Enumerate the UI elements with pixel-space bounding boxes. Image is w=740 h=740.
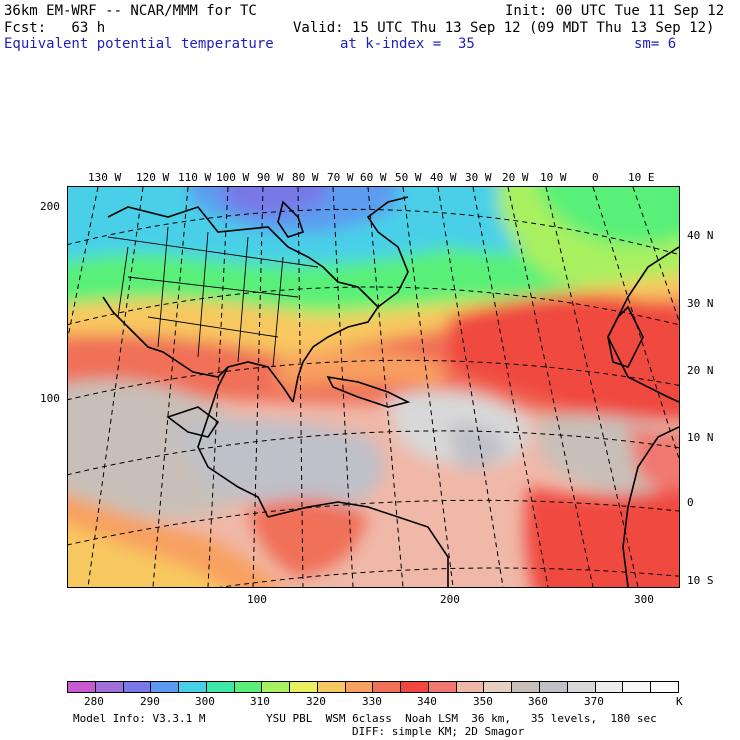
lon-label: 100 W xyxy=(216,171,250,184)
field-shading xyxy=(68,187,679,587)
legend-swatch xyxy=(484,682,513,692)
grid-x-label: 200 xyxy=(440,593,460,606)
init-time: Init: 00 UTC Tue 11 Sep 12 xyxy=(505,3,725,19)
legend-label: 280 xyxy=(84,695,104,708)
lat-label: 0 xyxy=(687,496,694,509)
lat-label: 40 N xyxy=(687,229,714,242)
theta-e-map xyxy=(67,186,680,588)
lon-label: 40 W xyxy=(430,171,457,184)
map-canvas xyxy=(68,187,679,587)
model-info: Model Info: V3.3.1 M xyxy=(73,712,206,725)
physics-info: YSU PBL WSM 6class Noah LSM 36 km, 35 le… xyxy=(266,712,657,725)
legend-swatch xyxy=(373,682,402,692)
lon-label: 80 W xyxy=(292,171,319,184)
graticule xyxy=(68,187,679,587)
legend-swatch xyxy=(123,682,152,692)
lon-label: 70 W xyxy=(327,171,354,184)
legend-label: 340 xyxy=(417,695,437,708)
legend-swatch xyxy=(234,682,263,692)
lon-label: 10 W xyxy=(540,171,567,184)
lon-label: 130 W xyxy=(88,171,122,184)
model-title: 36km EM-WRF -- NCAR/MMM for TC xyxy=(4,3,257,19)
lon-label: 50 W xyxy=(395,171,422,184)
legend-swatch xyxy=(512,682,541,692)
political-borders xyxy=(107,226,319,368)
lat-label: 10 S xyxy=(687,574,714,587)
diffusion-info: DIFF: simple KM; 2D Smagor xyxy=(352,725,525,738)
legend-swatch xyxy=(651,682,678,692)
legend-swatch xyxy=(401,682,429,692)
legend-swatch xyxy=(151,682,180,692)
lon-label: 60 W xyxy=(360,171,387,184)
grid-x-label: 100 xyxy=(247,593,267,606)
legend-label: 350 xyxy=(473,695,493,708)
legend-swatch xyxy=(595,682,624,692)
color-legend xyxy=(67,681,679,693)
legend-swatch xyxy=(95,682,124,692)
lat-label: 20 N xyxy=(687,364,714,377)
lon-label: 120 W xyxy=(136,171,170,184)
legend-swatch xyxy=(262,682,291,692)
legend-swatch xyxy=(428,682,457,692)
lon-label: 0 xyxy=(592,171,599,184)
legend-unit: K xyxy=(676,695,683,708)
lon-label: 20 W xyxy=(502,171,529,184)
lon-label: 10 E xyxy=(628,171,655,184)
legend-swatch xyxy=(290,682,318,692)
legend-label: 330 xyxy=(362,695,382,708)
legend-swatch xyxy=(206,682,235,692)
legend-label: 360 xyxy=(528,695,548,708)
forecast-hour: Fcst: 63 h xyxy=(4,20,106,36)
grid-y-label: 100 xyxy=(40,392,60,405)
legend-swatch xyxy=(68,682,96,692)
lon-label: 30 W xyxy=(465,171,492,184)
legend-swatch xyxy=(623,682,652,692)
legend-label: 320 xyxy=(306,695,326,708)
coastlines xyxy=(102,196,679,587)
legend-swatch xyxy=(179,682,207,692)
lat-label: 30 N xyxy=(687,297,714,310)
legend-swatch xyxy=(317,682,346,692)
legend-label: 310 xyxy=(250,695,270,708)
field-name: Equivalent potential temperature xyxy=(4,36,274,52)
legend-swatch xyxy=(540,682,568,692)
level-info: at k-index = 35 xyxy=(340,36,475,52)
legend-label: 290 xyxy=(140,695,160,708)
lat-label: 10 N xyxy=(687,431,714,444)
smoothing-info: sm= 6 xyxy=(634,36,677,52)
valid-time: Valid: 15 UTC Thu 13 Sep 12 (09 MDT Thu … xyxy=(293,20,715,36)
legend-label: 370 xyxy=(584,695,604,708)
grid-y-label: 200 xyxy=(40,200,60,213)
legend-swatch xyxy=(456,682,485,692)
legend-swatch xyxy=(567,682,596,692)
legend-swatch xyxy=(345,682,374,692)
lon-label: 110 W xyxy=(178,171,212,184)
lon-label: 90 W xyxy=(257,171,284,184)
legend-label: 300 xyxy=(195,695,215,708)
grid-x-label: 300 xyxy=(634,593,654,606)
